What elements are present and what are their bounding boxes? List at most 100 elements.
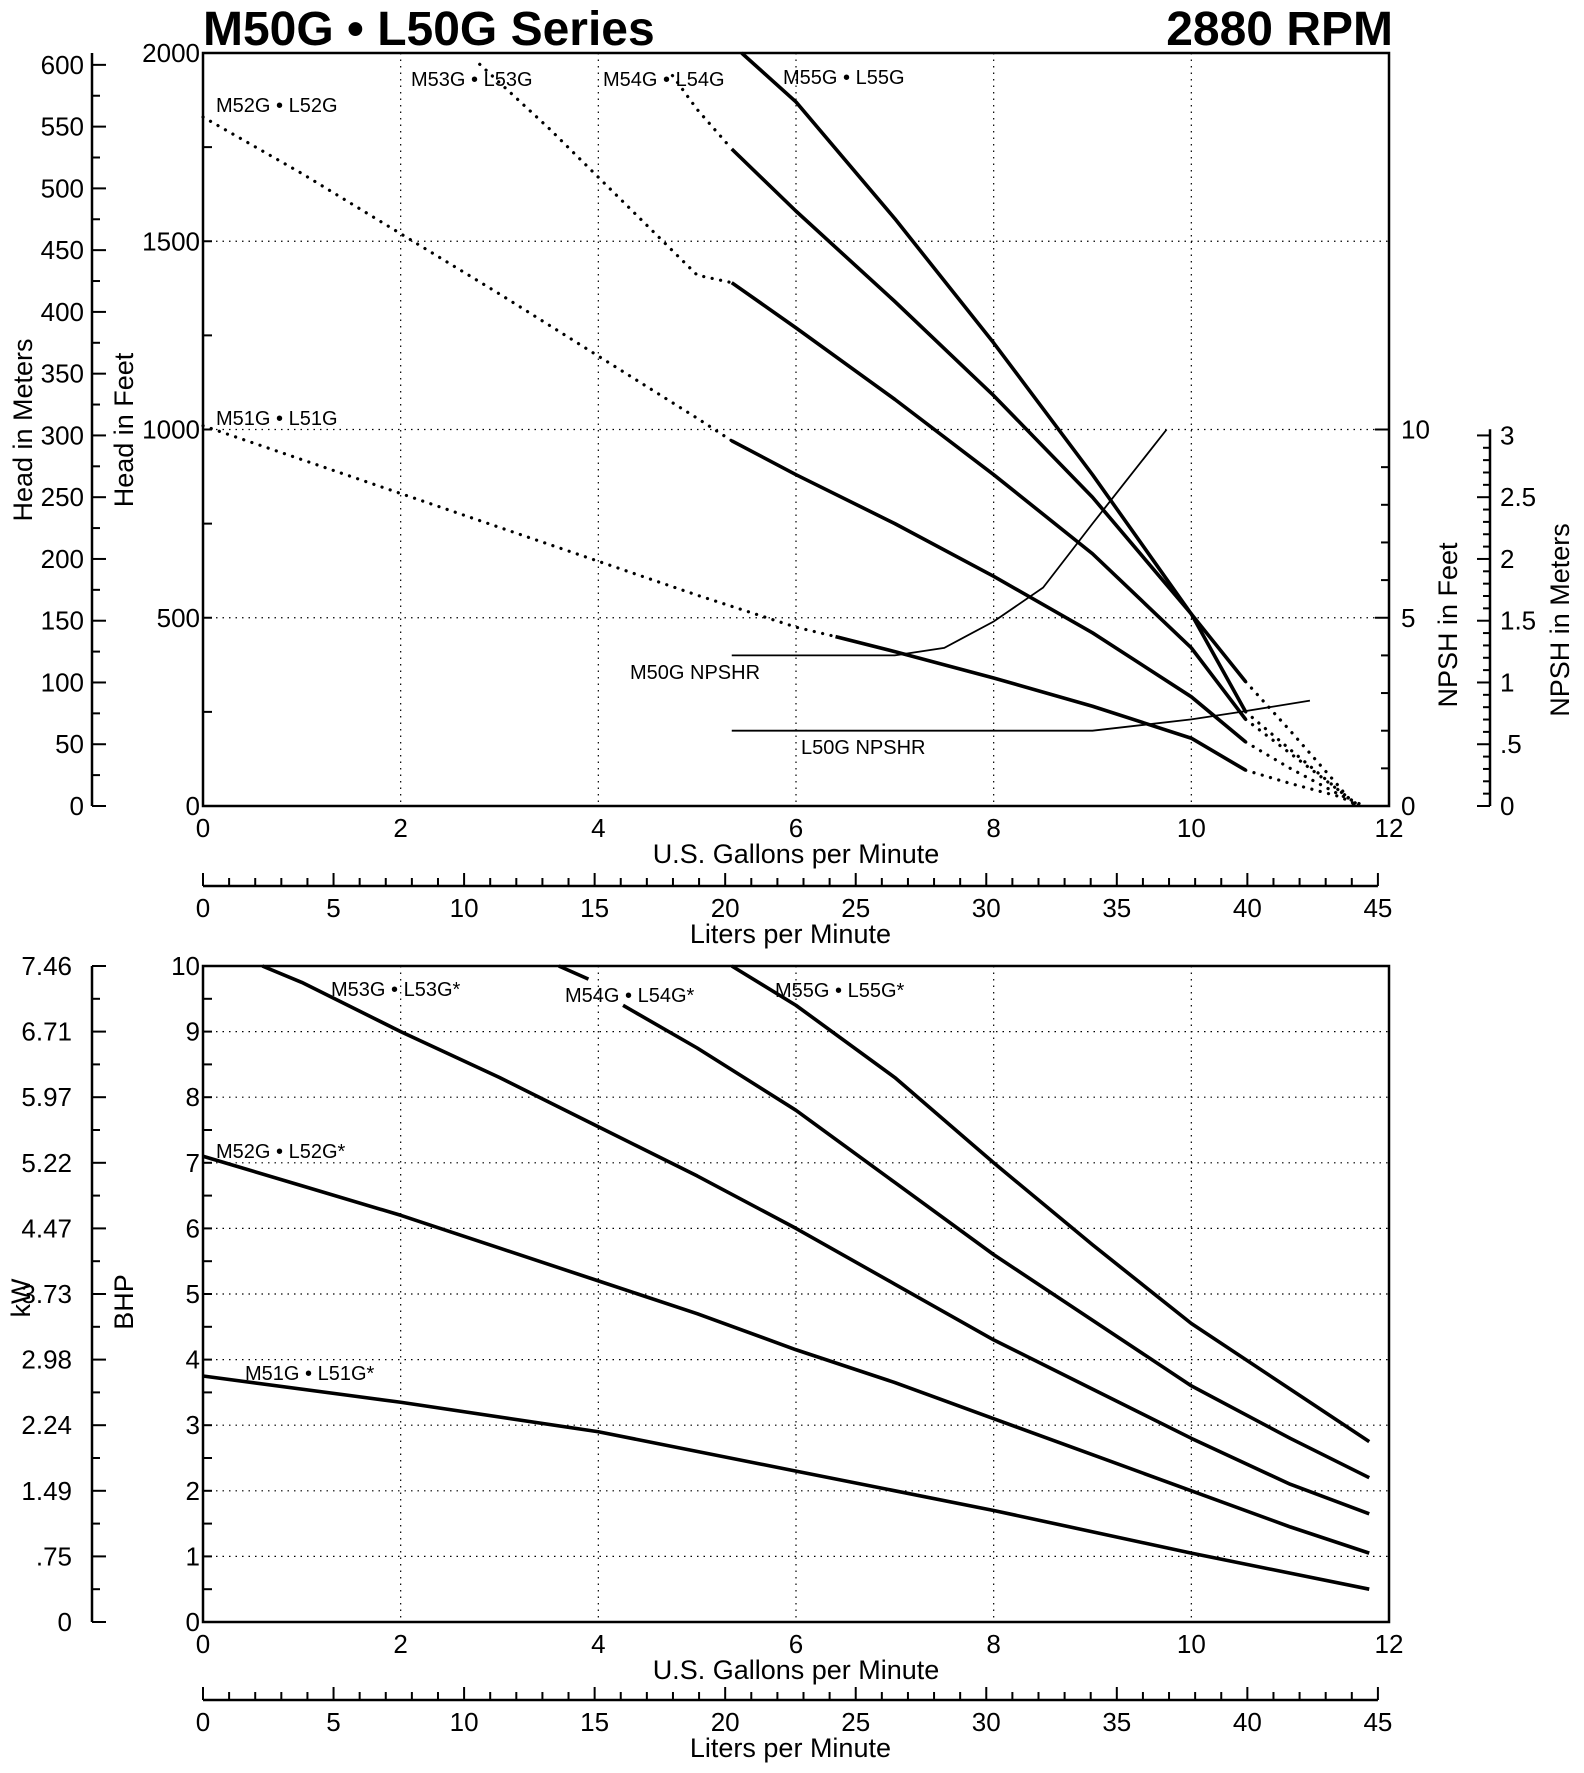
head-curve-tail-5: [1244, 680, 1357, 808]
meters-tick-label: 350: [41, 359, 84, 389]
y-tick-label: 9: [186, 1017, 200, 1047]
y-tick-label: 1000: [142, 415, 200, 445]
y-tick-label: 1: [186, 1541, 200, 1571]
power-chart: 0 2 4 6 8 10 12U.S. Gallons per Minute01234567…: [6, 951, 1403, 1763]
x-axis-title: U.S. Gallons per Minute: [653, 839, 940, 869]
npsh-m-tick-label: 1: [1500, 667, 1514, 697]
meters-tick-label: 400: [41, 297, 84, 327]
y-tick-label: 2000: [142, 38, 200, 68]
npsh-m-tick-label: 2.5: [1500, 482, 1536, 512]
head-curve-label-1: M51G • L51G: [216, 408, 338, 430]
x-axis-title: U.S. Gallons per Minute: [653, 1655, 940, 1685]
meters-tick-label: 250: [41, 482, 84, 512]
bhp-curve-3: [261, 964, 1370, 1516]
lpm-tick-label: 5: [326, 893, 340, 923]
y-tick-label: 0: [186, 1607, 200, 1637]
npsh-feet-axis-title: NPSH in Feet: [1433, 542, 1463, 708]
kw-tick-label: 3.73: [21, 1279, 72, 1309]
meters-tick-label: 550: [41, 112, 84, 142]
npsh-m-tick-label: 0: [1500, 791, 1514, 821]
bhp-curve-2: [202, 1154, 1370, 1555]
kw-tick-label: .75: [36, 1541, 72, 1571]
lpm-axis-title: Liters per Minute: [690, 1733, 891, 1763]
lpm-tick-label: 30: [972, 1707, 1001, 1737]
head-curve-label-5: M55G • L55G: [783, 67, 905, 89]
lpm-tick-label: 20: [711, 893, 740, 923]
kw-tick-label: 2.98: [21, 1345, 72, 1375]
lpm-tick-label: 0: [196, 893, 210, 923]
npsh-curve-label-1: M50G NPSHR: [630, 662, 760, 684]
chart-title: M50G • L50G Series: [203, 3, 655, 56]
lpm-tick-label: 40: [1233, 1707, 1262, 1737]
lpm-tick-label: 40: [1233, 893, 1262, 923]
meters-tick-label: 500: [41, 173, 84, 203]
lpm-tick-label: 20: [711, 1707, 740, 1737]
kw-tick-label: 0: [58, 1607, 72, 1637]
lpm-tick-label: 15: [580, 1707, 609, 1737]
head-curve-3: [730, 281, 1248, 721]
kw-tick-label: 2.24: [21, 1410, 72, 1440]
x-tick-label: 4: [591, 1629, 605, 1659]
meters-tick-label: 200: [41, 544, 84, 574]
npsh-curve-2: [731, 699, 1311, 732]
x-tick-label: 6: [789, 1629, 803, 1659]
x-tick-label: 2: [393, 813, 407, 843]
npsh-meters-axis-title: NPSH in Meters: [1545, 523, 1575, 717]
bhp-curve-label-5: M55G • L55G*: [775, 980, 905, 1002]
bhp-curve-5: [730, 964, 1371, 1444]
head-curve-dotted-1: [201, 424, 838, 639]
x-tick-label: 10: [1177, 1629, 1206, 1659]
y-tick-label: 5: [186, 1279, 200, 1309]
head-curve-label-2: M52G • L52G: [216, 95, 338, 117]
y-tick-label: 2: [186, 1476, 200, 1506]
head-curve-1: [835, 634, 1247, 772]
head-curve-label-4: M54G • L54G: [603, 69, 725, 91]
kw-tick-label: 4.47: [21, 1213, 72, 1243]
npsh-ft-tick-label: 0: [1401, 791, 1415, 821]
x-tick-label: 10: [1177, 813, 1206, 843]
meters-tick-label: 450: [41, 235, 84, 265]
npsh-m-tick-label: .5: [1500, 729, 1522, 759]
x-tick-label: 8: [986, 1629, 1000, 1659]
x-tick-label: 8: [986, 813, 1000, 843]
lpm-tick-label: 30: [972, 893, 1001, 923]
y-tick-label: 7: [186, 1148, 200, 1178]
bhp-curve-label-2: M52G • L52G*: [216, 1141, 346, 1163]
head-curve-2: [730, 439, 1247, 744]
kw-tick-label: 5.97: [21, 1082, 72, 1112]
meters-axis-title: Head in Meters: [8, 338, 38, 521]
bhp-curve-4: [558, 964, 590, 981]
y-tick-label: 6: [186, 1213, 200, 1243]
meters-tick-label: 50: [55, 729, 84, 759]
y-tick-label: 10: [171, 951, 200, 981]
npsh-ft-tick-label: 5: [1401, 603, 1415, 633]
y-tick-label: 0: [186, 791, 200, 821]
npsh-ft-tick-label: 10: [1401, 415, 1430, 445]
meters-tick-label: 100: [41, 667, 84, 697]
kw-tick-label: 5.22: [21, 1148, 72, 1178]
head-curve-dotted-2: [201, 115, 734, 443]
lpm-tick-label: 45: [1363, 893, 1392, 923]
x-tick-label: 12: [1375, 1629, 1404, 1659]
x-tick-label: 6: [789, 813, 803, 843]
head-curve-tail-3: [1244, 717, 1361, 808]
head-curve-dotted-3: [478, 62, 734, 285]
bhp-curve-label-3: M53G • L53G*: [331, 979, 461, 1001]
lpm-tick-label: 25: [841, 893, 870, 923]
bhp-curve-label-1: M51G • L51G*: [245, 1363, 375, 1385]
kw-axis-title: kW: [6, 1278, 36, 1318]
kw-tick-label: 6.71: [21, 1017, 72, 1047]
head-curve-5: [740, 51, 1248, 683]
lpm-tick-label: 45: [1363, 1707, 1392, 1737]
head-curve-tail-2: [1244, 740, 1366, 808]
head-chart: 0 2 4 6 8 10 12U.S. Gallons per Minute05001000…: [8, 38, 1575, 949]
npsh-m-tick-label: 1.5: [1500, 606, 1536, 636]
lpm-tick-label: 5: [326, 1707, 340, 1737]
meters-tick-label: 150: [41, 606, 84, 636]
feet-axis-title: Head in Feet: [109, 352, 139, 507]
x-tick-label: 2: [393, 1629, 407, 1659]
bhp-curve-1: [202, 1374, 1370, 1591]
meters-tick-label: 300: [41, 420, 84, 450]
lpm-tick-label: 35: [1102, 1707, 1131, 1737]
x-tick-label: 12: [1375, 813, 1404, 843]
